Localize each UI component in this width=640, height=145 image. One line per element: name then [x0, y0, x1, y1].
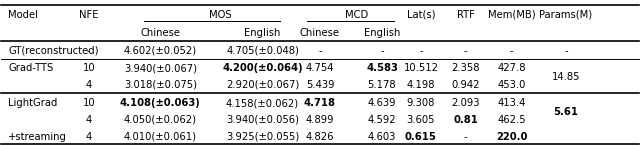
Text: 4.639: 4.639 [368, 98, 396, 108]
Text: 3.925(±0.055): 3.925(±0.055) [226, 132, 299, 142]
Text: 3.940(±0.056): 3.940(±0.056) [226, 115, 299, 125]
Text: 5.439: 5.439 [306, 80, 334, 90]
Text: 453.0: 453.0 [497, 80, 526, 90]
Text: -: - [564, 46, 568, 56]
Text: 4.592: 4.592 [367, 115, 396, 125]
Text: 220.0: 220.0 [496, 132, 527, 142]
Text: MOS: MOS [209, 10, 232, 20]
Text: 3.605: 3.605 [406, 115, 435, 125]
Text: 2.920(±0.067): 2.920(±0.067) [226, 80, 299, 90]
Text: 4.200(±0.064): 4.200(±0.064) [222, 63, 303, 73]
Text: 462.5: 462.5 [497, 115, 526, 125]
Text: 0.942: 0.942 [451, 80, 480, 90]
Text: 427.8: 427.8 [497, 63, 526, 73]
Text: 10: 10 [83, 63, 95, 73]
Text: 3.940(±0.067): 3.940(±0.067) [124, 63, 197, 73]
Text: 4.899: 4.899 [306, 115, 334, 125]
Text: 413.4: 413.4 [497, 98, 526, 108]
Text: 5.61: 5.61 [554, 107, 579, 117]
Text: 4.603: 4.603 [368, 132, 396, 142]
Text: -: - [419, 46, 422, 56]
Text: English: English [244, 28, 281, 38]
Text: Lat(s): Lat(s) [406, 10, 435, 20]
Text: 4.050(±0.062): 4.050(±0.062) [124, 115, 197, 125]
Text: 0.615: 0.615 [405, 132, 437, 142]
Text: 10: 10 [83, 98, 95, 108]
Text: Chinese: Chinese [300, 28, 340, 38]
Text: 4: 4 [86, 115, 92, 125]
Text: 10.512: 10.512 [403, 63, 438, 73]
Text: -: - [464, 46, 467, 56]
Text: +streaming: +streaming [8, 132, 67, 142]
Text: NFE: NFE [79, 10, 99, 20]
Text: Grad-TTS: Grad-TTS [8, 63, 54, 73]
Text: LightGrad: LightGrad [8, 98, 58, 108]
Text: 4.108(±0.063): 4.108(±0.063) [120, 98, 201, 108]
Text: English: English [364, 28, 400, 38]
Text: 2.093: 2.093 [451, 98, 480, 108]
Text: 5.178: 5.178 [367, 80, 396, 90]
Text: 4.583: 4.583 [366, 63, 398, 73]
Text: 4.754: 4.754 [306, 63, 334, 73]
Text: -: - [318, 46, 322, 56]
Text: 3.018(±0.075): 3.018(±0.075) [124, 80, 197, 90]
Text: 4.718: 4.718 [304, 98, 336, 108]
Text: 4.158(±0.062): 4.158(±0.062) [226, 98, 299, 108]
Text: 4: 4 [86, 80, 92, 90]
Text: Mem(MB): Mem(MB) [488, 10, 536, 20]
Text: RTF: RTF [457, 10, 474, 20]
Text: -: - [87, 46, 91, 56]
Text: -: - [510, 46, 513, 56]
Text: 2.358: 2.358 [451, 63, 480, 73]
Text: 4: 4 [86, 132, 92, 142]
Text: 4.705(±0.048): 4.705(±0.048) [226, 46, 299, 56]
Text: 9.308: 9.308 [406, 98, 435, 108]
Text: 14.85: 14.85 [552, 71, 580, 81]
Text: 4.826: 4.826 [306, 132, 334, 142]
Text: GT(reconstructed): GT(reconstructed) [8, 46, 99, 56]
Text: Params(M): Params(M) [540, 10, 593, 20]
Text: 4.602(±0.052): 4.602(±0.052) [124, 46, 197, 56]
Text: -: - [464, 132, 467, 142]
Text: -: - [380, 46, 384, 56]
Text: 0.81: 0.81 [453, 115, 478, 125]
Text: MCD: MCD [346, 10, 369, 20]
Text: Chinese: Chinese [140, 28, 180, 38]
Text: Model: Model [8, 10, 38, 20]
Text: 4.198: 4.198 [406, 80, 435, 90]
Text: 4.010(±0.061): 4.010(±0.061) [124, 132, 197, 142]
